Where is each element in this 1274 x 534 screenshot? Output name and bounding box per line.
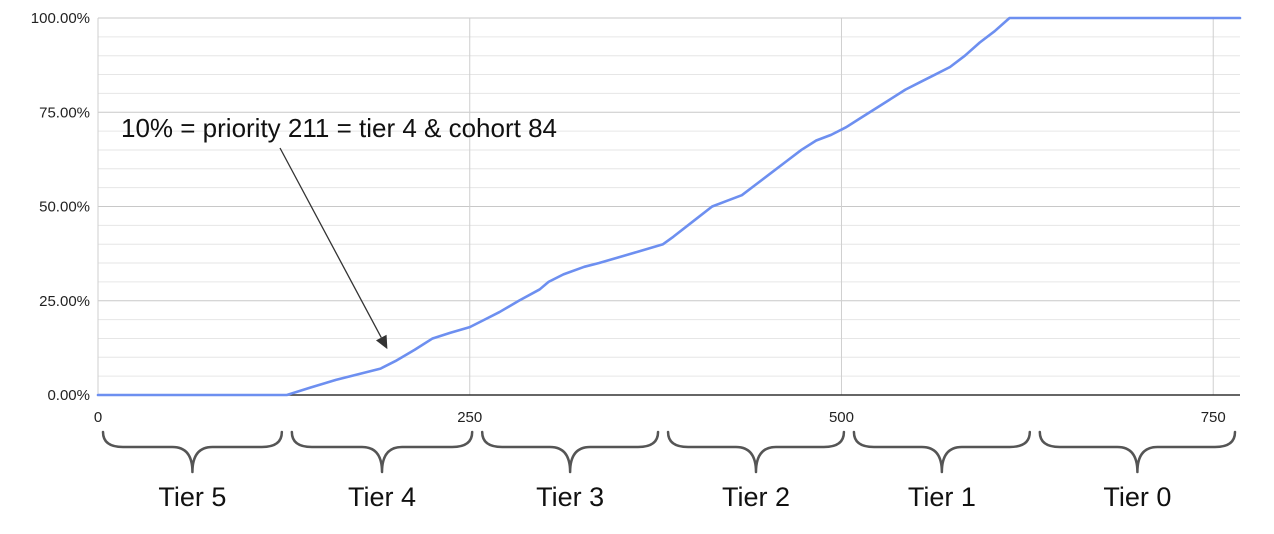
tier-brace	[666, 430, 846, 474]
tier-label: Tier 0	[1103, 482, 1171, 512]
chart-gridlines	[97, 17, 1240, 395]
tier-brace	[480, 430, 660, 474]
tier-brackets: Tier 5 Tier 4 Tier 3 Tier 2 Tier 1 Tier 0	[101, 430, 1237, 512]
tier-label: Tier 3	[536, 482, 604, 512]
x-tick-label: 250	[457, 409, 482, 426]
cumulative-percentage-line	[96, 16, 1242, 397]
y-tick-label: 100.00%	[31, 10, 90, 27]
tier-brace	[1038, 430, 1237, 474]
tier-label: Tier 4	[348, 482, 416, 512]
annotation-arrowhead	[375, 334, 388, 350]
y-tick-label: 50.00%	[39, 199, 90, 216]
x-tick-label: 500	[829, 409, 854, 426]
y-tick-label: 25.00%	[39, 293, 90, 310]
tier-brace	[101, 430, 284, 474]
tier-brace	[290, 430, 474, 474]
annotation: 10% = priority 211 = tier 4 & cohort 84	[121, 113, 557, 350]
annotation-text: 10% = priority 211 = tier 4 & cohort 84	[121, 113, 557, 143]
tier-brace	[852, 430, 1032, 474]
x-axis-tick-labels: 0 250 500 750	[94, 409, 1226, 426]
y-tick-label: 75.00%	[39, 104, 90, 121]
x-tick-label: 0	[94, 409, 102, 426]
y-axis-tick-labels: 0.00% 25.00% 50.00% 75.00% 100.00%	[31, 10, 90, 404]
tier-label: Tier 1	[908, 482, 976, 512]
tier-label: Tier 5	[158, 482, 226, 512]
annotation-arrow	[279, 147, 382, 338]
x-tick-label: 750	[1201, 409, 1226, 426]
y-tick-label: 0.00%	[47, 387, 90, 404]
tier-label: Tier 2	[722, 482, 790, 512]
